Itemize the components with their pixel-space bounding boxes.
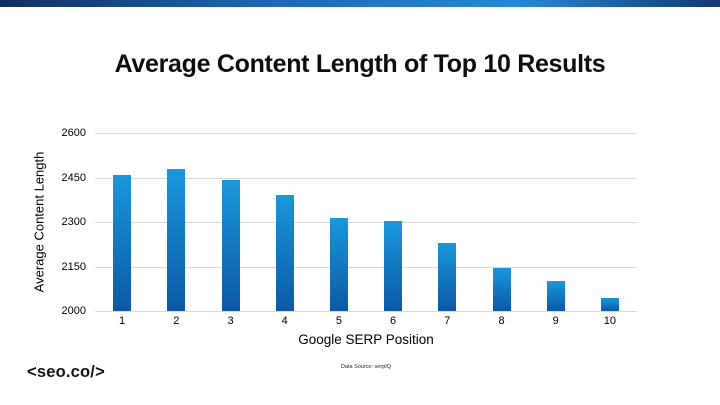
x-tick-label-8: 8 xyxy=(498,315,505,327)
y-tick-label-2300: 2300 xyxy=(61,216,86,228)
y-tick-label-2450: 2450 xyxy=(61,171,86,184)
x-tick-label-5: 5 xyxy=(335,315,342,327)
bar-position-4 xyxy=(275,195,294,311)
bar-position-2 xyxy=(167,168,186,311)
x-tick-label-6: 6 xyxy=(390,315,397,327)
seo-co-logo: <seo.co/> xyxy=(27,363,105,381)
gridline-2450 xyxy=(95,177,637,179)
y-tick-label-2150: 2150 xyxy=(61,260,86,273)
y-tick-label-2600: 2600 xyxy=(61,127,86,139)
gridline-2150 xyxy=(95,266,637,268)
x-tick-label-4: 4 xyxy=(281,315,288,327)
bar-slot-9 xyxy=(529,133,583,311)
bar-position-10 xyxy=(600,297,619,311)
bar-position-9 xyxy=(546,281,565,311)
gridline-2000 xyxy=(95,311,637,312)
bar-slot-2 xyxy=(149,133,203,311)
bar-series xyxy=(95,133,637,311)
top-accent-bar xyxy=(0,0,720,7)
bar-slot-3 xyxy=(203,133,257,311)
y-axis-tick-labels: 2600 2450 2300 2150 2000 xyxy=(0,127,86,317)
gridline-2600 xyxy=(95,133,637,134)
bar-position-5 xyxy=(329,217,348,311)
bar-slot-8 xyxy=(474,133,528,311)
x-tick-label-7: 7 xyxy=(444,315,451,327)
bar-slot-7 xyxy=(420,133,474,311)
bar-position-8 xyxy=(492,267,511,311)
bar-slot-4 xyxy=(258,133,312,311)
bar-slot-10 xyxy=(583,133,637,311)
page-title: Average Content Length of Top 10 Results xyxy=(114,49,606,78)
x-tick-label-9: 9 xyxy=(552,315,559,327)
x-axis-title: Google SERP Position xyxy=(298,332,434,347)
bar-position-7 xyxy=(438,242,457,311)
bar-slot-6 xyxy=(366,133,420,311)
gridline-2300 xyxy=(95,222,637,223)
data-source-note: Data Source: serpIQ xyxy=(340,364,392,370)
bar-position-6 xyxy=(384,220,403,311)
plot-area xyxy=(95,133,637,312)
x-tick-label-10: 10 xyxy=(603,315,617,327)
bar-position-3 xyxy=(221,180,240,311)
y-tick-label-2000: 2000 xyxy=(61,305,86,317)
x-tick-label-1: 1 xyxy=(119,315,126,327)
bar-slot-1 xyxy=(95,133,149,311)
bar-slot-5 xyxy=(312,133,366,311)
x-tick-label-2: 2 xyxy=(173,315,180,327)
x-axis-tick-labels: 1 2 3 4 5 6 7 8 9 10 xyxy=(95,315,637,327)
bar-position-1 xyxy=(113,174,132,311)
x-tick-label-3: 3 xyxy=(227,315,234,327)
